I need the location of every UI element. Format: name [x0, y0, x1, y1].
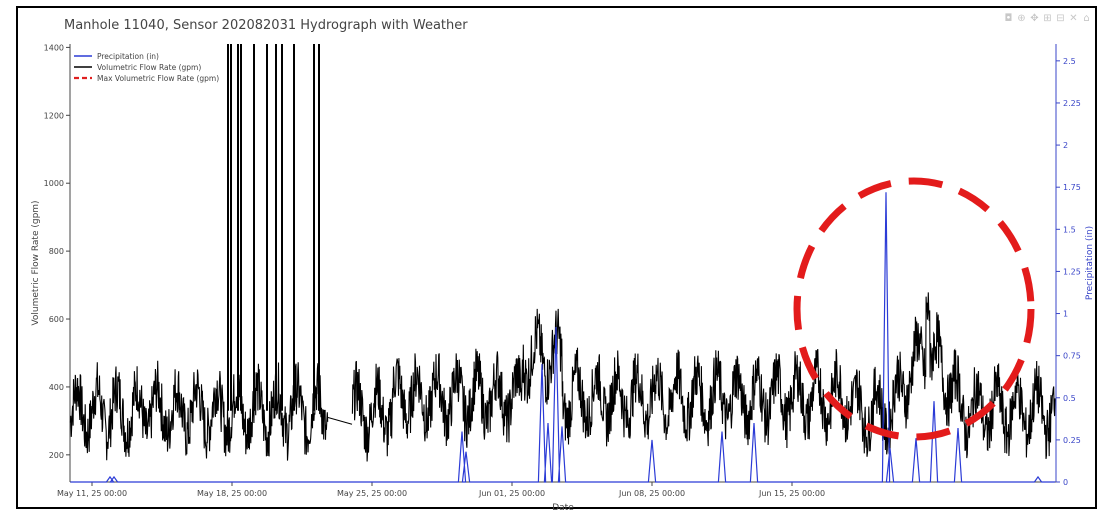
zoom-icon[interactable]: ⊕ [1017, 13, 1026, 24]
y-tick-label: 1200 [44, 111, 64, 120]
flow-series-segment [69, 360, 329, 461]
y2-tick-label: 0 [1063, 478, 1068, 487]
x-tick-label: Jun 15, 25 00:00 [758, 489, 825, 498]
x-tick-label: May 18, 25 00:00 [197, 489, 267, 498]
x-axis-title: Date [552, 503, 574, 513]
chart-title: Manhole 11040, Sensor 202082031 Hydrogra… [64, 18, 468, 33]
legend-label: Max Volumetric Flow Rate (gpm) [97, 74, 219, 83]
y-tick-label: 600 [49, 315, 64, 324]
flow-series-segment [351, 292, 1056, 462]
pan-icon[interactable]: ✥ [1030, 13, 1039, 24]
legend-label: Precipitation (in) [97, 52, 159, 61]
camera-icon[interactable]: ◘ [1004, 13, 1013, 24]
chart-frame [16, 6, 1097, 509]
y2-tick-label: 0.25 [1063, 436, 1081, 445]
precipitation-series [70, 192, 1055, 483]
y2-axis-title: Precipitation (in) [1085, 226, 1095, 300]
y-tick-label: 400 [49, 383, 64, 392]
y-tick-label: 1400 [44, 43, 64, 52]
y2-tick-label: 0.5 [1063, 394, 1076, 403]
x-tick-label: Jun 08, 25 00:00 [618, 489, 685, 498]
y-tick-label: 800 [49, 247, 64, 256]
y2-tick-label: 2.25 [1063, 99, 1081, 108]
legend-label: Volumetric Flow Rate (gpm) [97, 63, 201, 72]
y2-tick-label: 2 [1063, 141, 1068, 150]
x-tick-label: May 11, 25 00:00 [57, 489, 127, 498]
flow-gap-connector [327, 417, 353, 425]
zoom-in-icon[interactable]: ⊞ [1043, 13, 1052, 24]
y-tick-label: 1000 [44, 179, 64, 188]
x-tick-label: Jun 01, 25 00:00 [478, 489, 545, 498]
modebar: ◘ ⊕ ✥ ⊞ ⊟ ✕ ⌂ [1004, 13, 1091, 24]
y-tick-label: 200 [49, 451, 64, 460]
home-icon[interactable]: ⌂ [1083, 13, 1090, 24]
y2-tick-label: 1 [1063, 310, 1068, 319]
y2-tick-label: 1.75 [1063, 183, 1081, 192]
y2-tick-label: 1.5 [1063, 225, 1076, 234]
y2-tick-label: 0.75 [1063, 352, 1081, 361]
zoom-out-icon[interactable]: ⊟ [1056, 13, 1065, 24]
autoscale-icon[interactable]: ✕ [1069, 13, 1078, 24]
y2-tick-label: 1.25 [1063, 267, 1081, 276]
y2-tick-label: 2.5 [1063, 57, 1076, 66]
y-axis-title: Volumetric Flow Rate (gpm) [31, 200, 41, 325]
x-tick-label: May 25, 25 00:00 [337, 489, 407, 498]
highlight-circle [793, 177, 1035, 441]
